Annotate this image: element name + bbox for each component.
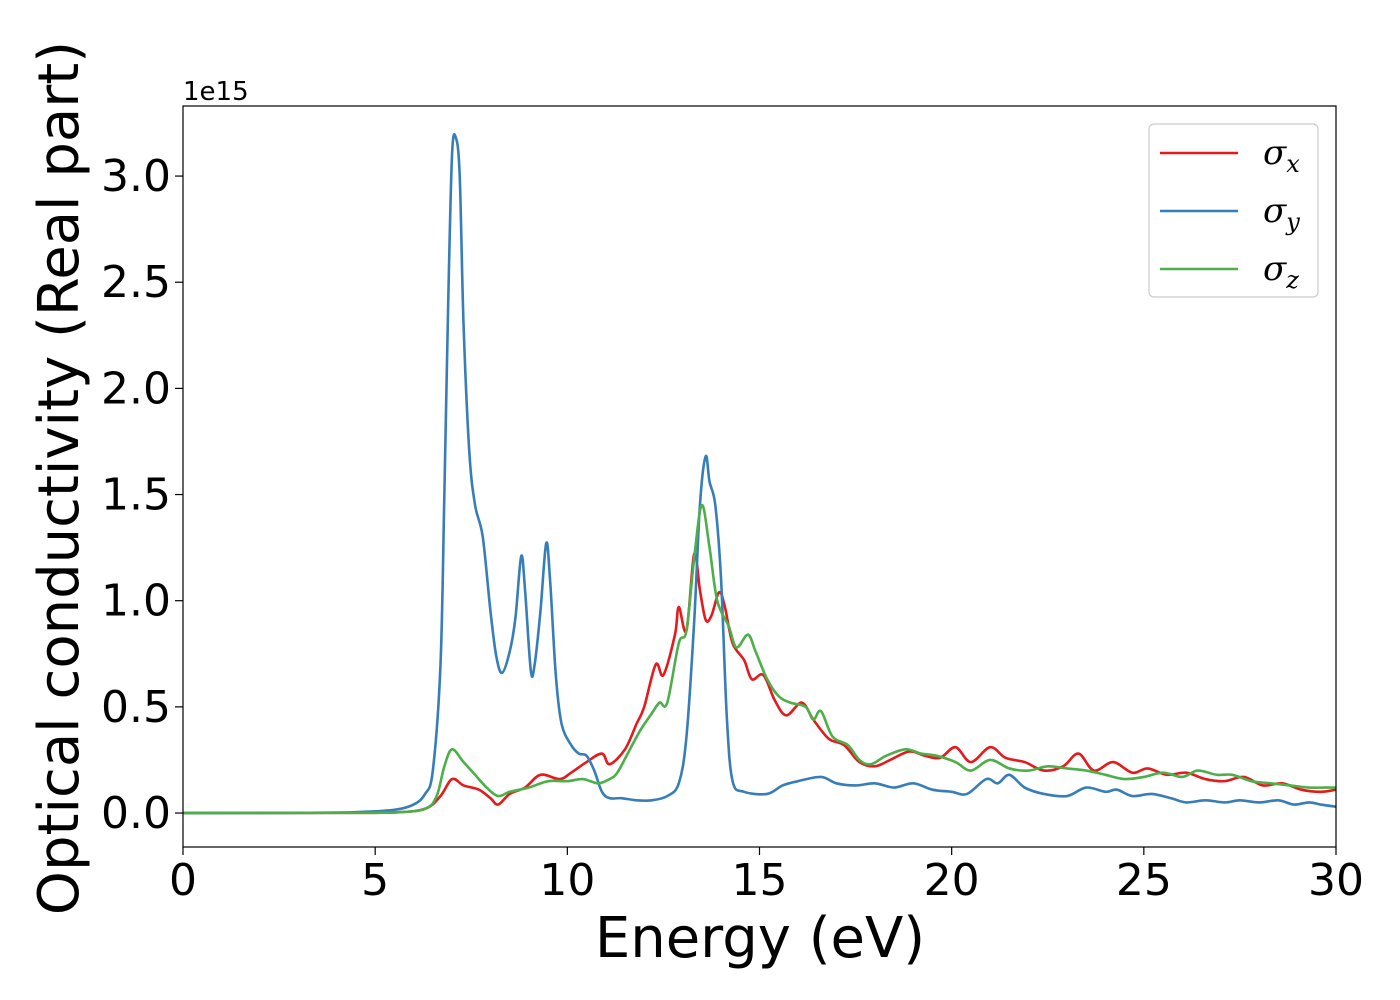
x-tick-label: 30 [1308,855,1364,906]
legend-label-x: σx [1263,133,1300,178]
x-tick-label: 5 [361,855,389,906]
x-axis-label: Energy (eV) [595,906,925,971]
series-line-z [183,503,1336,815]
x-tick-label: 20 [924,855,980,906]
legend: σx σy σz [1148,123,1319,298]
y-offset-label: 1e15 [183,77,249,107]
legend-label-y: σy [1263,191,1300,236]
y-tick-label: 0.5 [101,682,171,733]
x-tick-label: 15 [732,855,788,906]
y-tick-label: 0.0 [101,788,171,839]
y-axis-label: Optical conductivity (Real part) [27,41,92,915]
series-line-x [183,551,1336,815]
x-tick-label: 25 [1116,855,1172,906]
x-tick-label: 0 [169,855,197,906]
y-tick-label: 1.0 [101,576,171,627]
axes: 0 5 10 15 20 25 30 0.0 0.5 1.0 1.5 2.0 2.5 3.0 [101,105,1364,906]
series-group [183,133,1336,815]
y-tick-label: 2.0 [101,363,171,414]
y-tick-label: 3.0 [101,151,171,202]
series-line-y [183,133,1336,815]
x-tick-label: 10 [539,855,595,906]
y-tick-label: 2.5 [101,257,171,308]
legend-label-z: σz [1263,249,1299,294]
plot-area [183,133,1336,815]
y-tick-label: 1.5 [101,470,171,521]
